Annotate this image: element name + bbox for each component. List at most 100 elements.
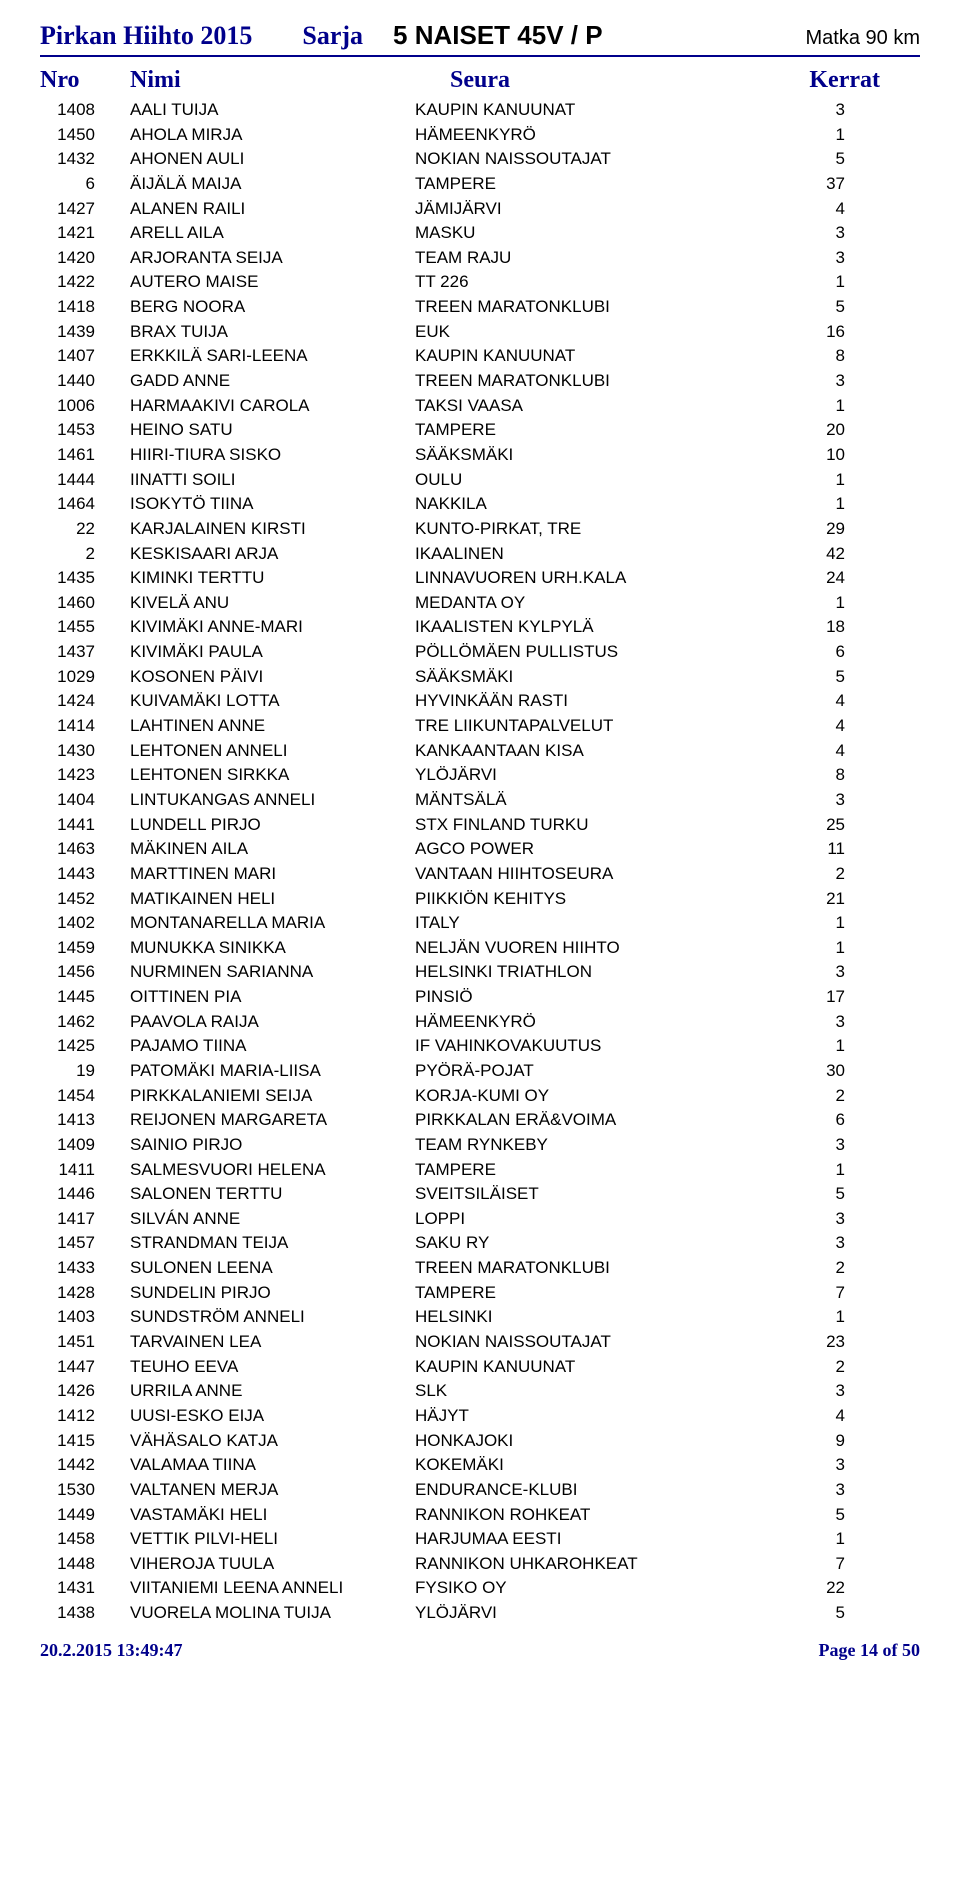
cell-seura: KAUPIN KANUUNAT [415, 98, 745, 123]
cell-seura: VANTAAN HIIHTOSEURA [415, 862, 745, 887]
cell-nro: 1424 [40, 689, 95, 714]
cell-nimi: MARTTINEN MARI [95, 862, 415, 887]
cell-nro: 1402 [40, 911, 95, 936]
cell-seura: TEAM RYNKEBY [415, 1133, 745, 1158]
page: Pirkan Hiihto 2015 Sarja 5 NAISET 45V / … [0, 0, 960, 1681]
cell-nro: 1407 [40, 344, 95, 369]
cell-kerrat: 3 [745, 1231, 845, 1256]
cell-kerrat: 3 [745, 788, 845, 813]
cell-nimi: KIVELÄ ANU [95, 591, 415, 616]
table-row: 1464ISOKYTÖ TIINANAKKILA1 [40, 492, 920, 517]
cell-seura: SLK [415, 1379, 745, 1404]
cell-nro: 1455 [40, 615, 95, 640]
cell-kerrat: 21 [745, 887, 845, 912]
table-row: 1455KIVIMÄKI ANNE-MARIIKAALISTEN KYLPYLÄ… [40, 615, 920, 640]
cell-seura: JÄMIJÄRVI [415, 197, 745, 222]
cell-seura: PIIKKIÖN KEHITYS [415, 887, 745, 912]
cell-kerrat: 7 [745, 1552, 845, 1577]
cell-nro: 1430 [40, 739, 95, 764]
table-row: 1454PIRKKALANIEMI SEIJAKORJA-KUMI OY2 [40, 1084, 920, 1109]
cell-kerrat: 2 [745, 1355, 845, 1380]
cell-seura: HÄJYT [415, 1404, 745, 1429]
cell-seura: HONKAJOKI [415, 1429, 745, 1454]
cell-nimi: VIITANIEMI LEENA ANNELI [95, 1576, 415, 1601]
cell-kerrat: 23 [745, 1330, 845, 1355]
cell-nro: 1425 [40, 1034, 95, 1059]
table-row: 1440GADD ANNETREEN MARATONKLUBI3 [40, 369, 920, 394]
cell-nimi: TEUHO EEVA [95, 1355, 415, 1380]
cell-kerrat: 11 [745, 837, 845, 862]
cell-nimi: SILVÁN ANNE [95, 1207, 415, 1232]
header-nro: Nro [40, 67, 130, 94]
cell-nro: 1006 [40, 394, 95, 419]
cell-nro: 1404 [40, 788, 95, 813]
table-body: 1408AALI TUIJAKAUPIN KANUUNAT31450AHOLA … [40, 98, 920, 1626]
cell-kerrat: 7 [745, 1281, 845, 1306]
cell-nimi: KARJALAINEN KIRSTI [95, 517, 415, 542]
cell-seura: HÄMEENKYRÖ [415, 123, 745, 148]
cell-nro: 1448 [40, 1552, 95, 1577]
cell-kerrat: 37 [745, 172, 845, 197]
cell-kerrat: 24 [745, 566, 845, 591]
cell-seura: PYÖRÄ-POJAT [415, 1059, 745, 1084]
cell-seura: KORJA-KUMI OY [415, 1084, 745, 1109]
table-row: 1403SUNDSTRÖM ANNELIHELSINKI1 [40, 1305, 920, 1330]
table-row: 1433SULONEN LEENATREEN MARATONKLUBI2 [40, 1256, 920, 1281]
table-row: 2KESKISAARI ARJAIKAALINEN42 [40, 542, 920, 567]
cell-nimi: VALTANEN MERJA [95, 1478, 415, 1503]
cell-nimi: PATOMÄKI MARIA-LIISA [95, 1059, 415, 1084]
table-row: 1463MÄKINEN AILAAGCO POWER11 [40, 837, 920, 862]
cell-kerrat: 20 [745, 418, 845, 443]
cell-kerrat: 2 [745, 1084, 845, 1109]
cell-kerrat: 1 [745, 1305, 845, 1330]
table-row: 1418BERG NOORATREEN MARATONKLUBI5 [40, 295, 920, 320]
table-row: 1414LAHTINEN ANNETRE LIIKUNTAPALVELUT4 [40, 714, 920, 739]
cell-nro: 1530 [40, 1478, 95, 1503]
cell-seura: SAKU RY [415, 1231, 745, 1256]
cell-kerrat: 10 [745, 443, 845, 468]
cell-nro: 1435 [40, 566, 95, 591]
cell-seura: EUK [415, 320, 745, 345]
cell-nimi: AHONEN AULI [95, 147, 415, 172]
table-row: 1530VALTANEN MERJAENDURANCE-KLUBI3 [40, 1478, 920, 1503]
cell-nimi: PAAVOLA RAIJA [95, 1010, 415, 1035]
table-row: 1438VUORELA MOLINA TUIJAYLÖJÄRVI5 [40, 1601, 920, 1626]
cell-kerrat: 1 [745, 270, 845, 295]
table-row: 1443MARTTINEN MARIVANTAAN HIIHTOSEURA2 [40, 862, 920, 887]
cell-nimi: KOSONEN PÄIVI [95, 665, 415, 690]
cell-seura: NAKKILA [415, 492, 745, 517]
cell-nimi: KUIVAMÄKI LOTTA [95, 689, 415, 714]
cell-nro: 1444 [40, 468, 95, 493]
table-row: 1457STRANDMAN TEIJASAKU RY3 [40, 1231, 920, 1256]
cell-seura: PINSIÖ [415, 985, 745, 1010]
cell-kerrat: 3 [745, 221, 845, 246]
cell-nimi: ÄIJÄLÄ MAIJA [95, 172, 415, 197]
cell-nimi: KIVIMÄKI ANNE-MARI [95, 615, 415, 640]
cell-seura: HARJUMAA EESTI [415, 1527, 745, 1552]
cell-nro: 6 [40, 172, 95, 197]
cell-seura: KAUPIN KANUUNAT [415, 344, 745, 369]
table-row: 1029KOSONEN PÄIVISÄÄKSMÄKI5 [40, 665, 920, 690]
cell-nro: 1409 [40, 1133, 95, 1158]
table-row: 1461HIIRI-TIURA SISKOSÄÄKSMÄKI10 [40, 443, 920, 468]
cell-seura: STX FINLAND TURKU [415, 813, 745, 838]
cell-seura: KANKAANTAAN KISA [415, 739, 745, 764]
cell-nro: 1428 [40, 1281, 95, 1306]
cell-nro: 1453 [40, 418, 95, 443]
table-row: 1404LINTUKANGAS ANNELIMÄNTSÄLÄ3 [40, 788, 920, 813]
table-row: 1451TARVAINEN LEANOKIAN NAISSOUTAJAT23 [40, 1330, 920, 1355]
cell-kerrat: 9 [745, 1429, 845, 1454]
table-row: 1422AUTERO MAISETT 2261 [40, 270, 920, 295]
table-row: 1448VIHEROJA TUULARANNIKON UHKAROHKEAT7 [40, 1552, 920, 1577]
cell-nimi: SULONEN LEENA [95, 1256, 415, 1281]
cell-kerrat: 2 [745, 862, 845, 887]
table-row: 1462PAAVOLA RAIJAHÄMEENKYRÖ3 [40, 1010, 920, 1035]
cell-nimi: HIIRI-TIURA SISKO [95, 443, 415, 468]
cell-seura: MASKU [415, 221, 745, 246]
cell-seura: AGCO POWER [415, 837, 745, 862]
table-header: Nro Nimi Seura Kerrat [40, 67, 920, 94]
cell-kerrat: 1 [745, 936, 845, 961]
table-row: 1445OITTINEN PIAPINSIÖ17 [40, 985, 920, 1010]
cell-nimi: IINATTI SOILI [95, 468, 415, 493]
table-row: 1449VASTAMÄKI HELIRANNIKON ROHKEAT5 [40, 1503, 920, 1528]
